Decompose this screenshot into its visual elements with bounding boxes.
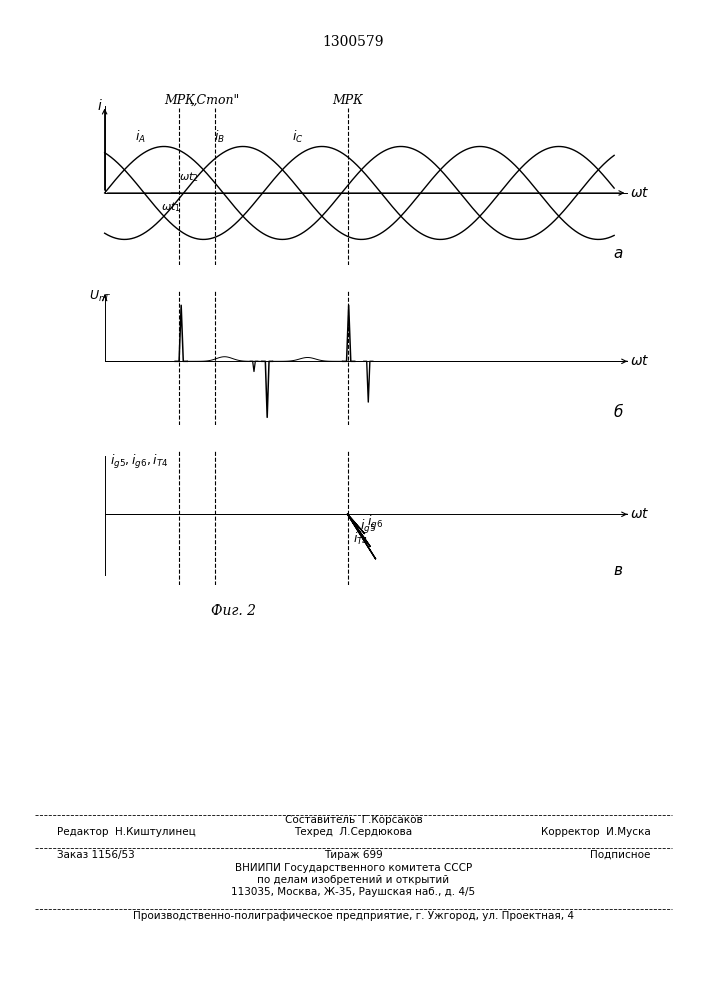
Text: б: б [613,405,623,420]
Text: $i_{g5}$: $i_{g5}$ [360,518,376,536]
Text: Подписное: Подписное [590,850,650,860]
Text: $i_{g5}, i_{g6}, i_{T4}$: $i_{g5}, i_{g6}, i_{T4}$ [110,453,169,471]
Text: Заказ 1156/53: Заказ 1156/53 [57,850,134,860]
Text: 113035, Москва, Ж-35, Раушская наб., д. 4/5: 113035, Москва, Ж-35, Раушская наб., д. … [231,887,476,897]
Text: Производственно-полиграфическое предприятие, г. Ужгород, ул. Проектная, 4: Производственно-полиграфическое предприя… [133,911,574,921]
Text: $i_A$: $i_A$ [135,129,146,145]
Text: „Стоп": „Стоп" [190,94,240,107]
Text: в: в [614,563,622,578]
Text: МРК: МРК [332,94,363,107]
Text: Составитель  Г.Корсаков: Составитель Г.Корсаков [285,815,422,825]
Text: МРК: МРК [164,94,194,107]
Text: 1300579: 1300579 [323,35,384,49]
Text: ВНИИПИ Государственного комитета СССР: ВНИИПИ Государственного комитета СССР [235,863,472,873]
Text: $i_B$: $i_B$ [214,129,225,145]
Text: Корректор  И.Муска: Корректор И.Муска [541,827,650,837]
Text: Техред  Л.Сердюкова: Техред Л.Сердюкова [294,827,413,837]
Text: $i_{g6}$: $i_{g6}$ [368,514,383,532]
Text: по делам изобретений и открытий: по делам изобретений и открытий [257,875,450,885]
Text: $i_C$: $i_C$ [293,129,304,145]
Text: $i$: $i$ [98,98,103,113]
Text: Редактор  Н.Киштулинец: Редактор Н.Киштулинец [57,827,195,837]
Text: $\omega t_2$: $\omega t_2$ [179,170,199,184]
Text: $\omega t_1$: $\omega t_1$ [161,201,181,214]
Text: $\omega t$: $\omega t$ [630,186,650,200]
Text: $\omega t$: $\omega t$ [630,507,650,521]
Text: Тираж 699: Тираж 699 [324,850,383,860]
Text: $U_{nT}$: $U_{nT}$ [89,289,112,304]
Text: Фиг. 2: Фиг. 2 [211,604,256,618]
Text: a: a [613,246,623,261]
Text: $\omega t$: $\omega t$ [630,354,650,368]
Text: $i_{T4}$: $i_{T4}$ [353,531,368,547]
